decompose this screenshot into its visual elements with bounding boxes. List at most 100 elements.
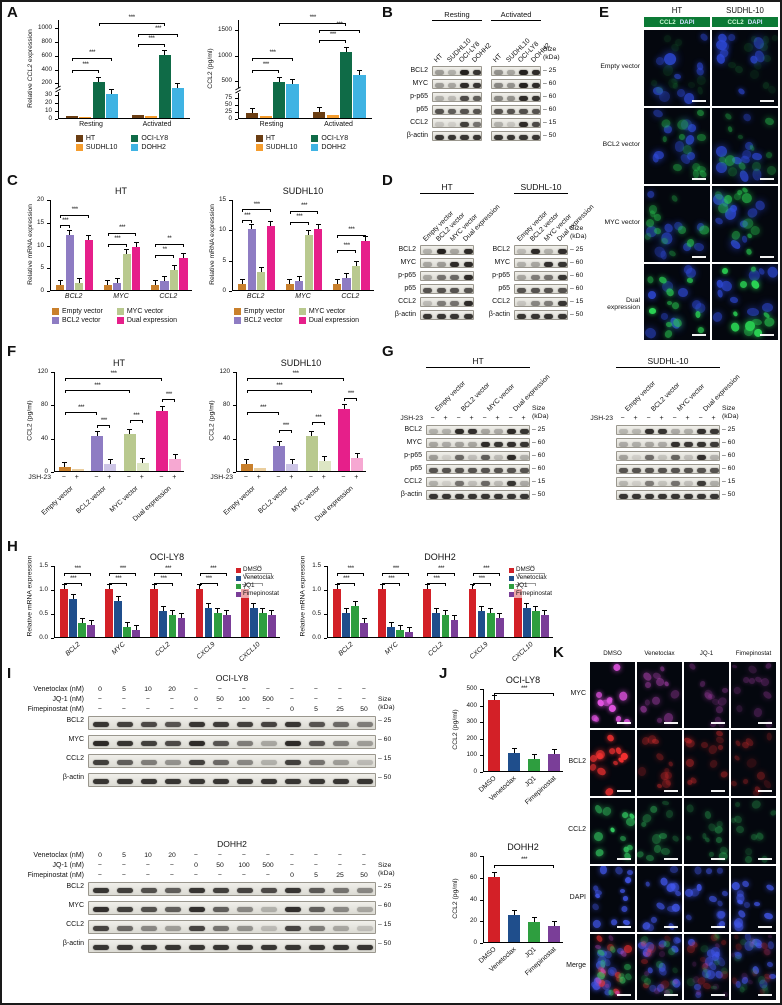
legend-swatch xyxy=(51,308,59,315)
error-bar-cap xyxy=(170,610,176,612)
y-tick-mark xyxy=(480,921,483,923)
significance-label: *** xyxy=(148,35,155,43)
error-bar-cap xyxy=(479,605,485,607)
gel-strip xyxy=(514,271,568,281)
cell-blob xyxy=(731,779,738,787)
legend-item: HT xyxy=(255,135,298,142)
scale-bar xyxy=(664,994,678,996)
bar xyxy=(179,258,188,290)
protein-band xyxy=(332,721,350,727)
y-tick-mark xyxy=(55,103,58,105)
protein-band xyxy=(332,887,350,893)
cell-blob xyxy=(607,934,615,942)
row-label: Empty vector xyxy=(600,63,640,70)
x-tick-label: MYC xyxy=(113,293,129,300)
y-tick-mark xyxy=(233,472,236,473)
significance-label: *** xyxy=(300,202,308,210)
cell-blob xyxy=(732,754,741,762)
y-tick-label: 0 xyxy=(40,287,44,294)
ccl2-channel-label: CCL2 xyxy=(727,18,744,26)
protein-band xyxy=(442,467,451,473)
protein-band xyxy=(468,467,477,473)
protein-band xyxy=(506,134,515,140)
bar xyxy=(92,82,105,118)
error-bar xyxy=(381,585,383,589)
dose-value: 25 xyxy=(336,872,344,879)
fluorescence-image xyxy=(637,866,682,932)
significance-bracket xyxy=(246,378,345,381)
protein-band xyxy=(494,121,503,127)
bar xyxy=(361,241,370,290)
bar xyxy=(145,116,158,118)
bar xyxy=(468,589,477,637)
size-value: – 60 xyxy=(543,106,557,113)
scale-bar xyxy=(617,790,631,792)
panel-label-d: D xyxy=(382,172,393,189)
y-tick-label: 400 xyxy=(41,65,52,73)
error-bar xyxy=(63,585,65,589)
fluorescence-image xyxy=(712,186,778,262)
gel-strip xyxy=(491,118,541,128)
significance-label: *** xyxy=(154,25,162,33)
significance-bracket xyxy=(319,39,347,43)
bar xyxy=(104,464,117,471)
protein-band xyxy=(236,944,254,950)
protein-band xyxy=(436,261,446,267)
cell-blob xyxy=(746,663,758,675)
protein-band xyxy=(164,740,182,746)
error-bar xyxy=(363,618,365,623)
protein-label: MYC xyxy=(400,259,416,266)
error-bar-cap xyxy=(160,605,166,607)
protein-band xyxy=(494,69,503,75)
significance-bracket xyxy=(155,254,175,258)
jsh23-sign: + xyxy=(633,415,638,422)
legend-label: HT xyxy=(265,135,276,142)
significance-bracket xyxy=(319,29,360,33)
dose-value: 50 xyxy=(216,696,224,703)
error-bar-cap xyxy=(433,608,439,609)
protein-band xyxy=(619,441,628,447)
cell-blob xyxy=(727,61,736,69)
bar xyxy=(326,115,339,118)
y-tick-label: 0 xyxy=(222,287,226,294)
chart-mrna-ht: HT Relative mRNA expression *** *** *** *** **… xyxy=(24,186,194,304)
blot-title: DOHH2 xyxy=(217,839,247,849)
protein-band xyxy=(450,300,460,306)
protein-band xyxy=(531,82,540,88)
significance-bracket xyxy=(98,22,165,26)
bar xyxy=(56,285,65,290)
protein-label: β-actin xyxy=(406,132,428,139)
protein-band xyxy=(308,887,326,893)
bar xyxy=(247,229,256,290)
error-bar-cap xyxy=(353,260,359,262)
western-blot-dohh2-inhibitors: DOHH2 Venetoclax (nM) 0 5 10 20 − − − − − − − − JQ-1 (… xyxy=(16,839,438,997)
cell-blob xyxy=(703,962,709,968)
dose-value: − xyxy=(338,696,342,703)
error-bar xyxy=(142,458,144,463)
cell-blob xyxy=(729,321,741,333)
scale-bar xyxy=(758,926,772,928)
row-label: DAPI xyxy=(569,894,586,901)
protein-band xyxy=(517,248,527,254)
protein-band xyxy=(530,313,540,319)
significance-bracket xyxy=(242,209,271,213)
cell-blob xyxy=(736,899,744,906)
error-bar xyxy=(96,432,98,436)
jsh23-sign: + xyxy=(74,474,79,481)
cell-blob xyxy=(595,934,604,943)
bar xyxy=(258,613,267,637)
error-bar-cap xyxy=(533,605,539,607)
legend-swatch xyxy=(508,583,514,589)
significance-label: *** xyxy=(520,856,528,864)
fluorescence-image xyxy=(590,662,635,728)
y-tick-label: 300 xyxy=(466,718,477,726)
dose-value: 20 xyxy=(168,852,176,859)
bar xyxy=(378,589,387,637)
error-bar-cap xyxy=(315,224,321,226)
protein-band xyxy=(671,428,680,434)
error-bar-cap xyxy=(322,456,328,457)
scale-bar xyxy=(664,926,678,928)
protein-band xyxy=(212,778,230,784)
cell-blob xyxy=(732,310,739,317)
protein-band xyxy=(697,480,706,486)
